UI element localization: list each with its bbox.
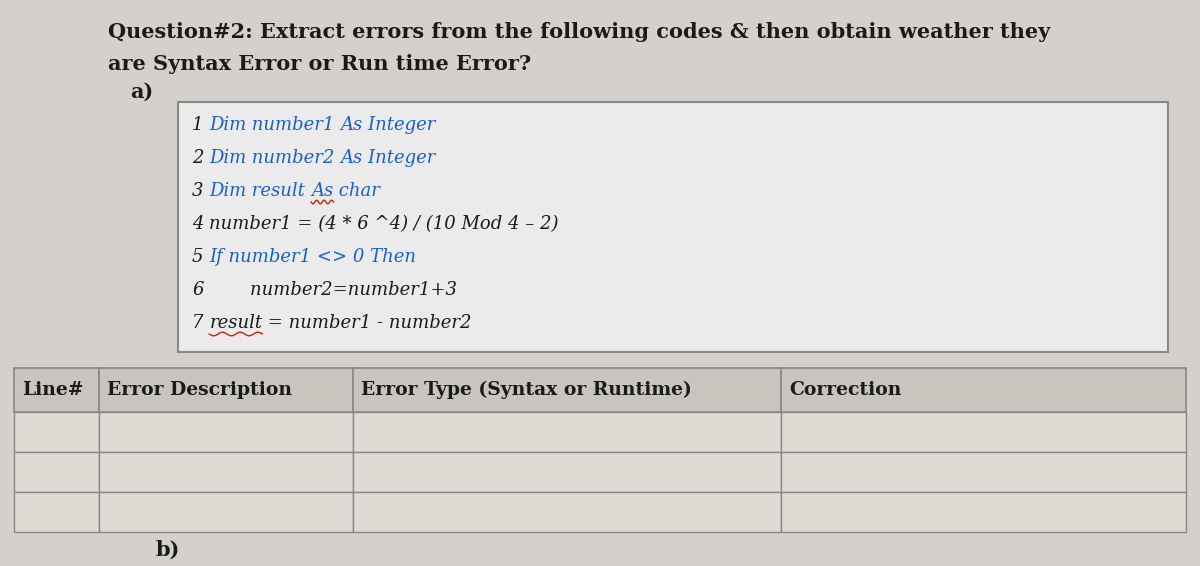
Text: Correction: Correction [790, 381, 901, 399]
Text: 5: 5 [192, 248, 209, 266]
Text: 7: 7 [192, 314, 209, 332]
Text: Error Description: Error Description [107, 381, 292, 399]
Text: Error Type (Syntax or Runtime): Error Type (Syntax or Runtime) [361, 381, 691, 399]
Text: Dim: Dim [209, 116, 246, 134]
Text: number2: number2 [246, 149, 341, 167]
Text: = number1 - number2: = number1 - number2 [263, 314, 472, 332]
Text: Question#2: Extract errors from the following codes & then obtain weather they: Question#2: Extract errors from the foll… [108, 22, 1050, 42]
Text: 3: 3 [192, 182, 209, 200]
Text: 2: 2 [192, 149, 209, 167]
Text: 4: 4 [192, 215, 209, 233]
Text: number1: number1 [246, 116, 341, 134]
Bar [178, 102, 1168, 352]
Text: number1 = (4 * 6 ^4) / (10 Mod 4 – 2): number1 = (4 * 6 ^4) / (10 Mod 4 – 2) [209, 215, 559, 233]
Bar [781, 368, 1186, 412]
Text: are Syntax Error or Run time Error?: are Syntax Error or Run time Error? [108, 54, 532, 74]
Bar [14, 492, 98, 532]
Bar [353, 492, 781, 532]
Bar [781, 412, 1186, 452]
Text: 6: 6 [192, 281, 204, 299]
Bar [14, 368, 98, 412]
Bar [98, 492, 353, 532]
Bar [98, 368, 353, 412]
Text: number2=number1+3: number2=number1+3 [204, 281, 456, 299]
Text: result: result [246, 182, 311, 200]
Bar [98, 452, 353, 492]
Text: a): a) [130, 82, 154, 102]
Text: Line#: Line# [22, 381, 83, 399]
Text: Dim: Dim [209, 182, 246, 200]
Text: char: char [334, 182, 380, 200]
Bar [353, 452, 781, 492]
Text: If number1 <> 0 Then: If number1 <> 0 Then [209, 248, 416, 266]
Text: As: As [311, 182, 334, 200]
Bar [781, 452, 1186, 492]
Text: As Integer: As Integer [341, 116, 436, 134]
Text: 1: 1 [192, 116, 209, 134]
Bar [14, 412, 98, 452]
Text: Dim: Dim [209, 149, 246, 167]
Text: As Integer: As Integer [341, 149, 436, 167]
Bar [98, 412, 353, 452]
Bar [781, 492, 1186, 532]
Bar [353, 412, 781, 452]
Text: result: result [209, 314, 263, 332]
Bar [14, 452, 98, 492]
Text: b): b) [155, 540, 179, 560]
Bar [353, 368, 781, 412]
